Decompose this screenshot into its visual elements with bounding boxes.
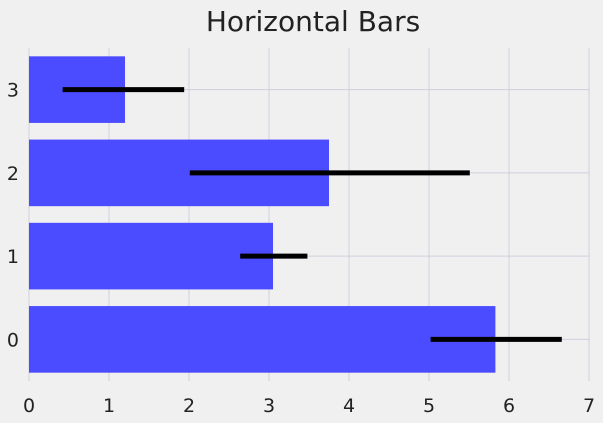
y-tick-label-0: 0 [7,329,19,351]
bar-category-0 [29,306,496,373]
tick-label-layer: 0 1 2 3 0 1 2 3 4 5 6 7 [7,80,595,417]
x-tick-label-2: 2 [183,395,195,417]
y-tick-label-1: 1 [7,246,19,268]
error-bar-layer [62,87,562,342]
bar-category-1 [29,222,273,290]
x-tick-label-6: 6 [503,395,515,417]
x-tick-label-7: 7 [583,395,595,417]
x-tick-label-1: 1 [103,395,115,417]
y-tick-label-2: 2 [7,163,19,185]
bar-layer [29,56,496,373]
x-tick-label-3: 3 [263,395,275,417]
chart-title: Horizontal Bars [206,5,420,38]
x-tick-label-5: 5 [423,395,435,417]
y-tick-label-3: 3 [7,80,19,102]
x-tick-label-0: 0 [23,395,35,417]
x-tick-label-4: 4 [343,395,355,417]
